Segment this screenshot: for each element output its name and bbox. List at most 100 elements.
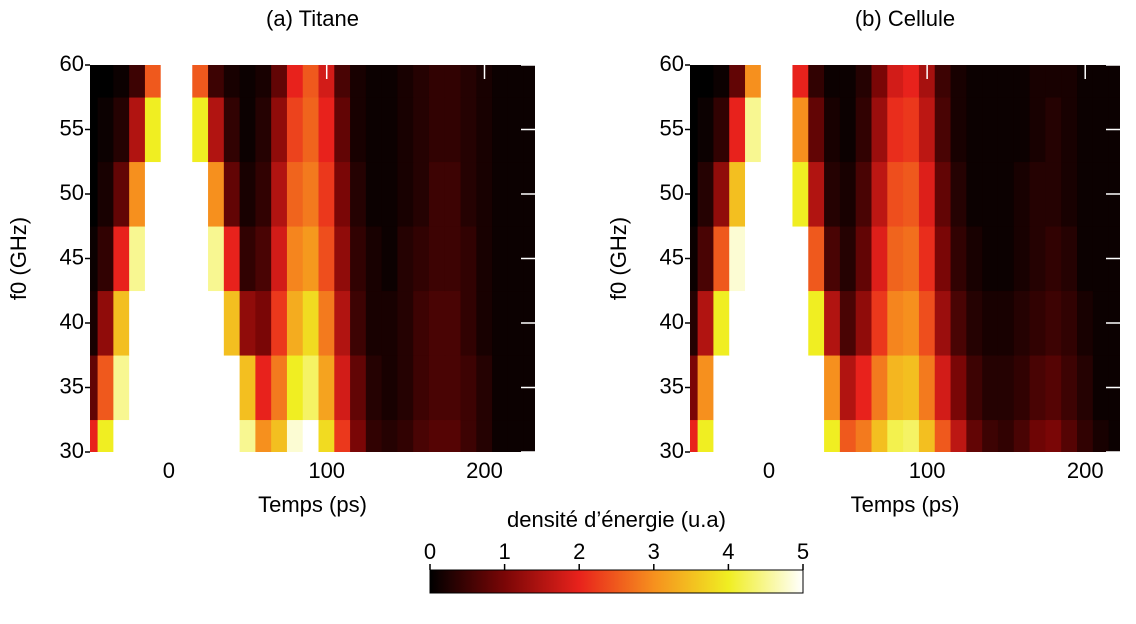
heatmap-cell [982,419,999,452]
heatmap-cell [271,290,288,356]
y-tick-label: 60 [660,51,684,76]
heatmap-cell [365,354,383,421]
heatmap-cell [271,419,288,452]
heatmap-cell [918,161,936,227]
heatmap-cell [1045,96,1062,163]
heatmap-cell [745,419,762,452]
heatmap-cell [428,419,446,452]
heatmap-cell [982,290,999,356]
heatmap-cell [1061,225,1078,292]
heatmap-cell [697,96,715,163]
heatmap-cell [729,161,746,227]
heatmap-cell [1092,161,1110,227]
heatmap-cell [365,161,383,227]
heatmap-cell [871,354,888,421]
heatmap-cells [690,65,1120,452]
heatmap-cell [302,65,320,98]
heatmap-cell [950,225,967,292]
heatmap-cell [824,419,841,452]
heatmap-cell [1108,419,1120,452]
heatmap-cell [760,225,778,292]
heatmap-cell [208,225,225,292]
heatmap-cell [444,225,462,292]
heatmap-cell [1029,290,1046,356]
heatmap-cell [887,225,904,292]
heatmap-cell [903,225,920,292]
heatmap-cell [690,65,699,98]
heatmap-cell [1061,419,1078,452]
heatmap-cell [950,354,967,421]
heatmap-cell [855,354,873,421]
heatmap-cell [997,419,1015,452]
heatmap-cell [334,354,351,421]
heatmap-cell [97,419,114,452]
heatmap-cell [397,419,414,452]
heatmap-cell [302,354,320,421]
heatmap-cell [776,96,794,163]
heatmap-cell [413,65,430,98]
heatmap-cell [97,161,114,227]
heatmap-cell [208,290,225,356]
x-axis-label: Temps (ps) [851,492,960,517]
y-tick-label: 50 [60,180,84,205]
y-axis-label: f0 (GHz) [606,217,631,300]
heatmap-cell [966,419,983,452]
heatmap-cell [507,96,525,163]
heatmap-cell [1092,96,1110,163]
heatmap-cell [271,354,288,421]
heatmap-cell [1092,419,1110,452]
heatmap-cell [365,419,383,452]
y-tick-label: 30 [660,438,684,463]
heatmap-cell [97,225,114,292]
heatmap-cell [129,419,146,452]
x-tick-label: 200 [466,458,503,483]
heatmap-cell [1013,225,1031,292]
heatmap-cell [966,354,983,421]
heatmap-cell [208,419,225,452]
colorbar-tick-label: 5 [797,539,809,564]
heatmap-cell [824,290,841,356]
heatmap-cell [1077,354,1094,421]
heatmap-cell [334,161,351,227]
x-axis-label: Temps (ps) [258,492,367,517]
heatmap-cell [192,419,209,452]
heatmap-cell [839,65,857,98]
heatmap-cell [176,96,193,163]
heatmap-cell [855,65,873,98]
heatmap-cell [90,290,99,356]
heatmap-cell [365,290,383,356]
heatmap-cell [792,419,809,452]
heatmap-cell [760,290,778,356]
heatmap-cell [523,419,535,452]
heatmap-cell [271,65,288,98]
heatmap-cell [113,96,130,163]
heatmap-cell [350,161,367,227]
heatmap-cell [381,96,399,163]
heatmap-cell [792,161,809,227]
heatmap-cell [918,290,936,356]
heatmap-cell [1029,96,1046,163]
heatmap-cell [255,65,272,98]
heatmap-cell [302,96,320,163]
heatmap-cell [318,161,335,227]
heatmap-cell [855,290,873,356]
heatmap-cell [192,65,209,98]
heatmap-cell [918,225,936,292]
heatmap-cell [129,96,146,163]
heatmap-cell [776,161,794,227]
heatmap-cell [713,354,730,421]
heatmap-cell [223,225,241,292]
heatmap-cell [176,290,193,356]
heatmap-cell [381,161,399,227]
heatmap-cell [950,290,967,356]
heatmap-cell [492,225,509,292]
heatmap-cell [1029,65,1046,98]
heatmap-cell [1077,225,1094,292]
heatmap-cell [413,290,430,356]
heatmap-cell [887,419,904,452]
colorbar [429,569,804,594]
y-tick-label: 45 [660,244,684,269]
heatmap-cell [918,96,936,163]
heatmap-cell [444,161,462,227]
heatmap-cell [492,419,509,452]
